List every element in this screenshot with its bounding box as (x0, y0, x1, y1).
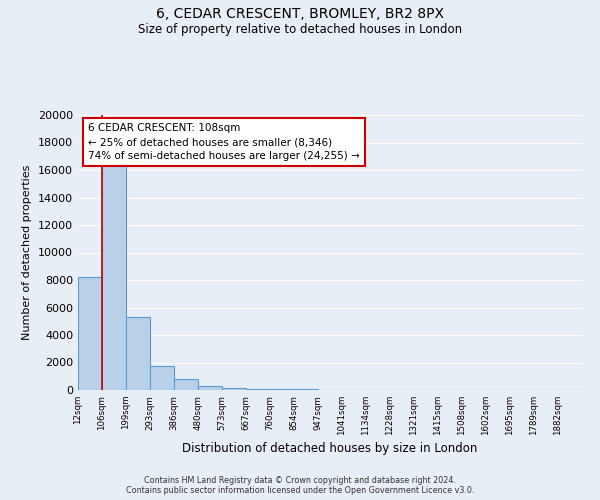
Bar (222, 388, 246, 390)
Bar (270, 389, 294, 390)
Text: Distribution of detached houses by size in London: Distribution of detached houses by size … (182, 442, 478, 455)
Text: Contains public sector information licensed under the Open Government Licence v3: Contains public sector information licen… (126, 486, 474, 495)
Bar (198, 386, 222, 390)
Bar (246, 388, 270, 390)
Bar (102, 163, 126, 390)
Bar (150, 366, 174, 390)
Bar (78, 277, 102, 390)
Bar (174, 379, 198, 390)
Text: Contains HM Land Registry data © Crown copyright and database right 2024.: Contains HM Land Registry data © Crown c… (144, 476, 456, 485)
Text: Size of property relative to detached houses in London: Size of property relative to detached ho… (138, 22, 462, 36)
Text: 6 CEDAR CRESCENT: 108sqm
← 25% of detached houses are smaller (8,346)
74% of sem: 6 CEDAR CRESCENT: 108sqm ← 25% of detach… (88, 123, 360, 161)
Y-axis label: Number of detached properties: Number of detached properties (22, 165, 32, 340)
Bar (126, 317, 150, 390)
Text: 6, CEDAR CRESCENT, BROMLEY, BR2 8PX: 6, CEDAR CRESCENT, BROMLEY, BR2 8PX (156, 8, 444, 22)
